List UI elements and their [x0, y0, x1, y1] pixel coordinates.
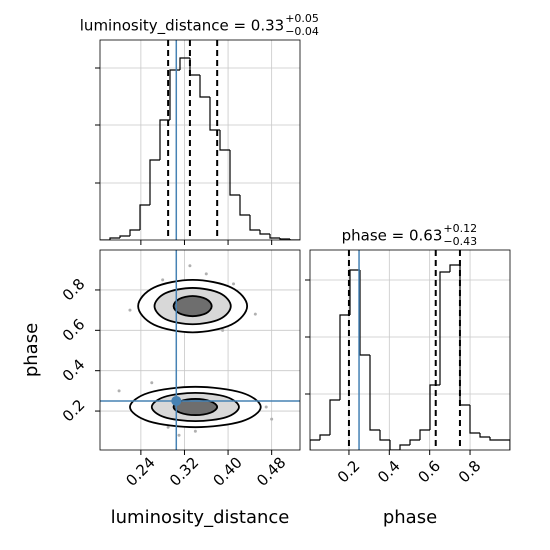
title-lower: −0.04 — [285, 25, 319, 38]
histogram-step — [149, 159, 160, 205]
plot-area — [100, 250, 300, 450]
chart-title: luminosity_distance = 0.33 — [80, 17, 284, 36]
x-tick-label: 0.6 — [415, 457, 445, 487]
contour — [172, 295, 213, 318]
y-tick-label: 0.8 — [59, 275, 89, 305]
x-tick-label: 0.4 — [374, 457, 404, 487]
sample-point — [221, 328, 225, 332]
histogram-step — [259, 230, 270, 235]
truth-point — [171, 395, 182, 406]
histogram-step — [229, 150, 240, 196]
histogram-step — [329, 399, 340, 435]
y-tick-label: 0.2 — [59, 396, 89, 426]
sample-point — [188, 264, 192, 268]
histogram-step — [339, 314, 350, 400]
histogram-step — [119, 235, 130, 238]
histogram-step — [439, 271, 450, 385]
histogram-step — [489, 437, 500, 441]
x-axis-label: luminosity_distance — [111, 507, 290, 528]
histogram-step — [159, 119, 170, 160]
title-upper: +0.05 — [285, 12, 319, 25]
histogram-step — [239, 195, 250, 216]
y-tick-label: 0.4 — [59, 356, 89, 386]
histogram-step — [219, 130, 230, 151]
sample-point — [270, 417, 274, 421]
x-tick-label: 0.48 — [253, 453, 289, 489]
histogram-step — [479, 433, 490, 438]
chart-title: phase = 0.63 — [342, 227, 443, 245]
sample-point — [128, 308, 132, 312]
histogram-step — [109, 237, 120, 240]
histogram-step — [389, 440, 400, 450]
histogram-step — [289, 239, 300, 240]
x-tick-label: 0.40 — [210, 453, 246, 489]
histogram-step — [129, 229, 140, 236]
title-upper: +0.12 — [443, 222, 477, 235]
histogram-step — [279, 238, 290, 240]
sample-point — [204, 272, 208, 276]
histogram-step — [310, 439, 320, 450]
title-lower: −0.43 — [443, 235, 477, 248]
x-axis-label: phase — [383, 507, 437, 528]
sample-point — [150, 381, 154, 385]
panel-frame — [99, 39, 301, 241]
sample-point — [193, 429, 197, 433]
x-tick-label: 0.2 — [334, 457, 364, 487]
histogram-step — [169, 69, 180, 120]
plot-area — [100, 40, 300, 240]
histogram-step — [189, 58, 200, 76]
histogram-step — [459, 265, 470, 406]
sample-point — [166, 425, 170, 429]
histogram-step — [419, 429, 430, 440]
sample-point — [232, 282, 236, 286]
histogram-step — [369, 355, 380, 431]
histogram-step — [409, 439, 420, 445]
histogram-step — [179, 57, 190, 70]
histogram-step — [199, 75, 210, 98]
x-tick-label: 0.32 — [166, 453, 202, 489]
sample-point — [253, 312, 257, 316]
panel-frame — [309, 249, 511, 451]
histogram-step — [319, 434, 330, 440]
plot-area — [310, 250, 510, 450]
histogram-step — [139, 204, 150, 230]
histogram-step — [500, 439, 510, 450]
y-axis-label: phase — [21, 323, 42, 377]
sample-point — [264, 405, 268, 409]
histogram-step — [449, 264, 460, 272]
panel-frame — [99, 249, 301, 451]
histogram-step — [349, 269, 360, 315]
histogram-step — [359, 270, 370, 356]
histogram-step — [269, 234, 280, 239]
histogram-step — [399, 444, 410, 450]
y-tick-label: 0.6 — [59, 315, 89, 345]
histogram-step — [379, 430, 390, 441]
sample-point — [161, 278, 165, 282]
sample-point — [117, 389, 121, 393]
x-tick-label: 0.8 — [455, 457, 485, 487]
x-tick-label: 0.24 — [122, 453, 158, 489]
sample-point — [177, 433, 181, 437]
histogram-step — [469, 405, 480, 434]
histogram-step — [249, 215, 260, 231]
